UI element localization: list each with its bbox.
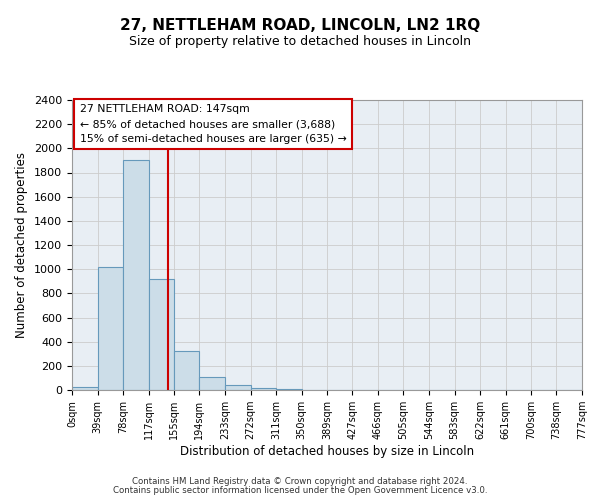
Bar <box>123 160 149 390</box>
Bar <box>72 387 98 390</box>
Text: Contains public sector information licensed under the Open Government Licence v3: Contains public sector information licen… <box>113 486 487 495</box>
X-axis label: Distribution of detached houses by size in Lincoln: Distribution of detached houses by size … <box>180 445 474 458</box>
Text: Contains HM Land Registry data © Crown copyright and database right 2024.: Contains HM Land Registry data © Crown c… <box>132 477 468 486</box>
Bar <box>199 378 225 390</box>
Bar <box>225 384 251 390</box>
Bar <box>174 352 199 390</box>
Bar <box>251 388 276 390</box>
Text: 27, NETTLEHAM ROAD, LINCOLN, LN2 1RQ: 27, NETTLEHAM ROAD, LINCOLN, LN2 1RQ <box>120 18 480 32</box>
Bar <box>149 279 174 390</box>
Y-axis label: Number of detached properties: Number of detached properties <box>16 152 28 338</box>
Text: Size of property relative to detached houses in Lincoln: Size of property relative to detached ho… <box>129 35 471 48</box>
Bar <box>98 267 123 390</box>
Text: 27 NETTLEHAM ROAD: 147sqm
← 85% of detached houses are smaller (3,688)
15% of se: 27 NETTLEHAM ROAD: 147sqm ← 85% of detac… <box>80 104 346 144</box>
